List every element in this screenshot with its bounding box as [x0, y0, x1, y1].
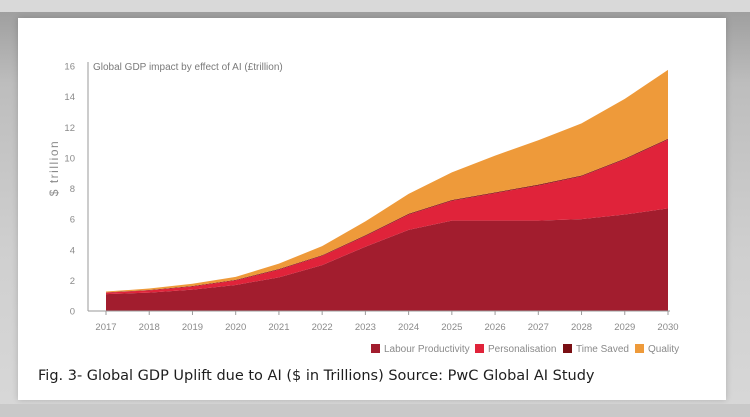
y-tick-label: 4 — [70, 245, 75, 256]
x-tick-label: 2028 — [571, 322, 592, 333]
x-tick-label: 2022 — [312, 322, 333, 333]
area-personalisation — [106, 139, 668, 295]
x-tick-label: 2018 — [139, 322, 160, 333]
x-tick-label: 2020 — [225, 322, 246, 333]
slide-bottom-band — [0, 404, 750, 417]
y-axis-title: $ trillion — [47, 140, 61, 196]
y-tick-label: 14 — [64, 92, 75, 103]
legend-swatch-labour-productivity — [371, 344, 380, 353]
figure-caption: Fig. 3- Global GDP Uplift due to AI ($ i… — [38, 368, 595, 384]
stacked-areas — [106, 69, 668, 311]
y-tick-label: 10 — [64, 153, 75, 164]
x-tick-label: 2027 — [528, 322, 549, 333]
x-tick-label: 2030 — [657, 322, 678, 333]
legend-swatch-quality — [635, 344, 644, 353]
y-tick-label: 2 — [70, 276, 75, 287]
legend-label-personalisation: Personalisation — [488, 344, 556, 355]
x-tick-label: 2019 — [182, 322, 203, 333]
x-tick-label: 2025 — [441, 322, 462, 333]
y-tick-label: 6 — [70, 215, 75, 226]
y-tick-label: 16 — [64, 62, 75, 73]
x-tick-label: 2021 — [268, 322, 289, 333]
gdp-area-chart: $ trillion Global GDP impact by effect o… — [47, 62, 679, 356]
x-tick-label: 2023 — [355, 322, 376, 333]
y-tick-label: 0 — [70, 307, 75, 318]
chart-title: Global GDP impact by effect of AI (£tril… — [93, 62, 283, 73]
y-tick-label: 12 — [64, 123, 75, 134]
x-tick-label: 2017 — [95, 322, 116, 333]
area-labour-productivity — [106, 208, 668, 311]
axes: 0 2 4 6 8 10 12 14 16 2017 2018 2019 2020 2021 2022 202… — [64, 62, 678, 334]
x-tick-label: 2026 — [485, 322, 506, 333]
legend: Labour Productivity Personalisation Time S… — [371, 344, 679, 355]
legend-label-time-saved: Time Saved — [576, 344, 629, 355]
legend-swatch-time-saved — [563, 344, 572, 353]
x-tick-label: 2029 — [614, 322, 635, 333]
y-tick-label: 8 — [70, 184, 75, 195]
legend-swatch-personalisation — [475, 344, 484, 353]
slide-top-band — [0, 0, 750, 12]
legend-label-quality: Quality — [648, 344, 679, 355]
figure-card: $ trillion Global GDP impact by effect o… — [18, 18, 726, 400]
legend-label-labour-productivity: Labour Productivity — [384, 344, 470, 355]
x-tick-label: 2024 — [398, 322, 419, 333]
